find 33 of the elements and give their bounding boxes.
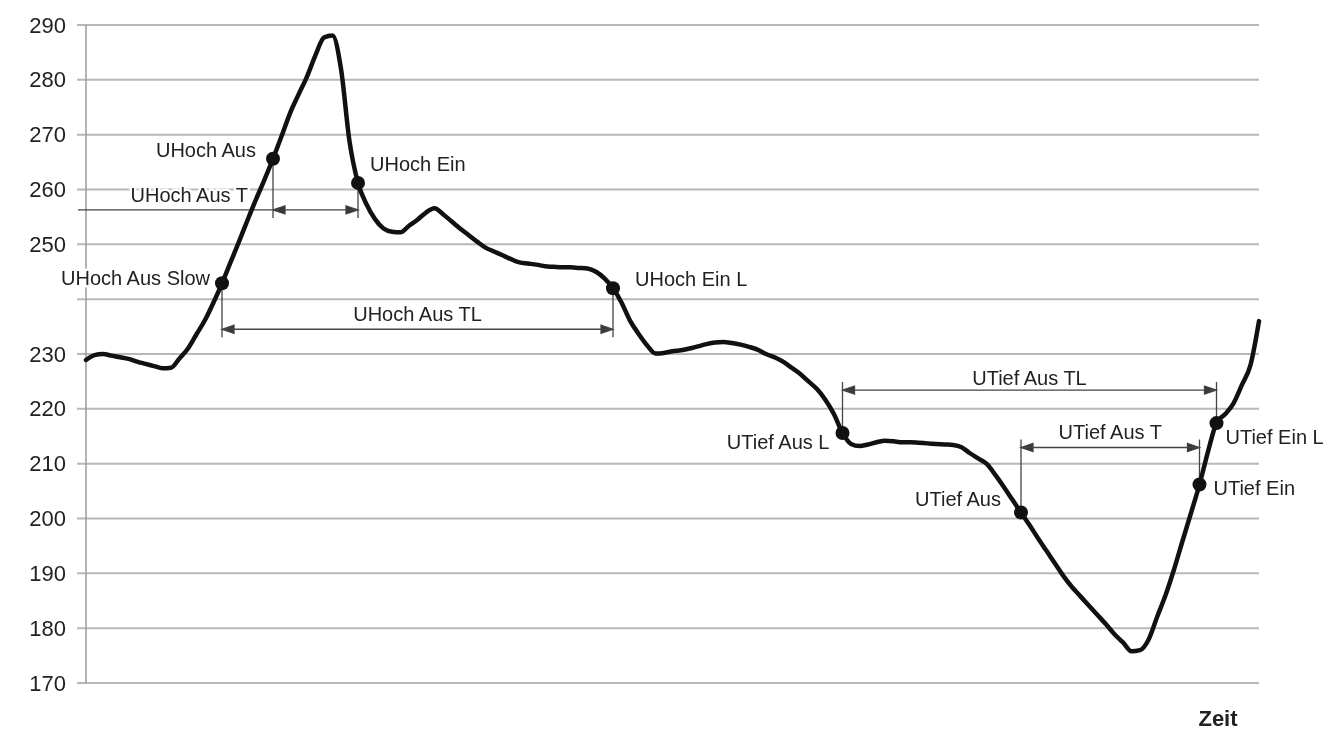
y-tick-label: 210 xyxy=(29,451,66,477)
data-label: UHoch Aus xyxy=(155,138,256,161)
y-tick-label: 170 xyxy=(29,670,66,696)
y-tick-label: 280 xyxy=(29,67,66,93)
y-tick-label: 250 xyxy=(29,231,66,257)
annotation: UTief Aus T xyxy=(1058,420,1162,443)
y-tick-label: 190 xyxy=(29,560,66,586)
y-tick-label: 180 xyxy=(29,615,66,641)
point xyxy=(215,276,229,291)
y-tick-label: 200 xyxy=(29,506,66,531)
annotation: UTief Aus TL xyxy=(972,367,1087,390)
data-label: UTief Ein xyxy=(1213,476,1296,499)
x-axis-title: Zeit xyxy=(1198,705,1239,729)
annotation: UHoch Aus T xyxy=(130,183,248,206)
y-tick-label: 260 xyxy=(29,177,66,202)
data-label: UHoch Aus Slow xyxy=(61,267,211,290)
data-label: UHoch Ein xyxy=(370,152,466,175)
data-label: UHoch Ein L xyxy=(635,268,748,291)
point xyxy=(1209,416,1224,431)
y-tick-label: 230 xyxy=(29,341,66,367)
y-tick-label: 290 xyxy=(29,12,66,38)
point xyxy=(1014,505,1028,520)
y-tick-label: 270 xyxy=(29,122,66,148)
point xyxy=(351,175,365,190)
data-label: UTief Aus xyxy=(915,488,1001,511)
data-label: UTief Aus L xyxy=(726,430,830,453)
y-tick-label: 220 xyxy=(29,396,66,422)
annotation: UHoch Aus TL xyxy=(353,303,482,326)
point xyxy=(606,281,620,296)
point xyxy=(266,151,280,166)
data-label: UTief Ein L xyxy=(1225,426,1324,449)
point xyxy=(1192,477,1207,492)
point xyxy=(835,425,850,440)
